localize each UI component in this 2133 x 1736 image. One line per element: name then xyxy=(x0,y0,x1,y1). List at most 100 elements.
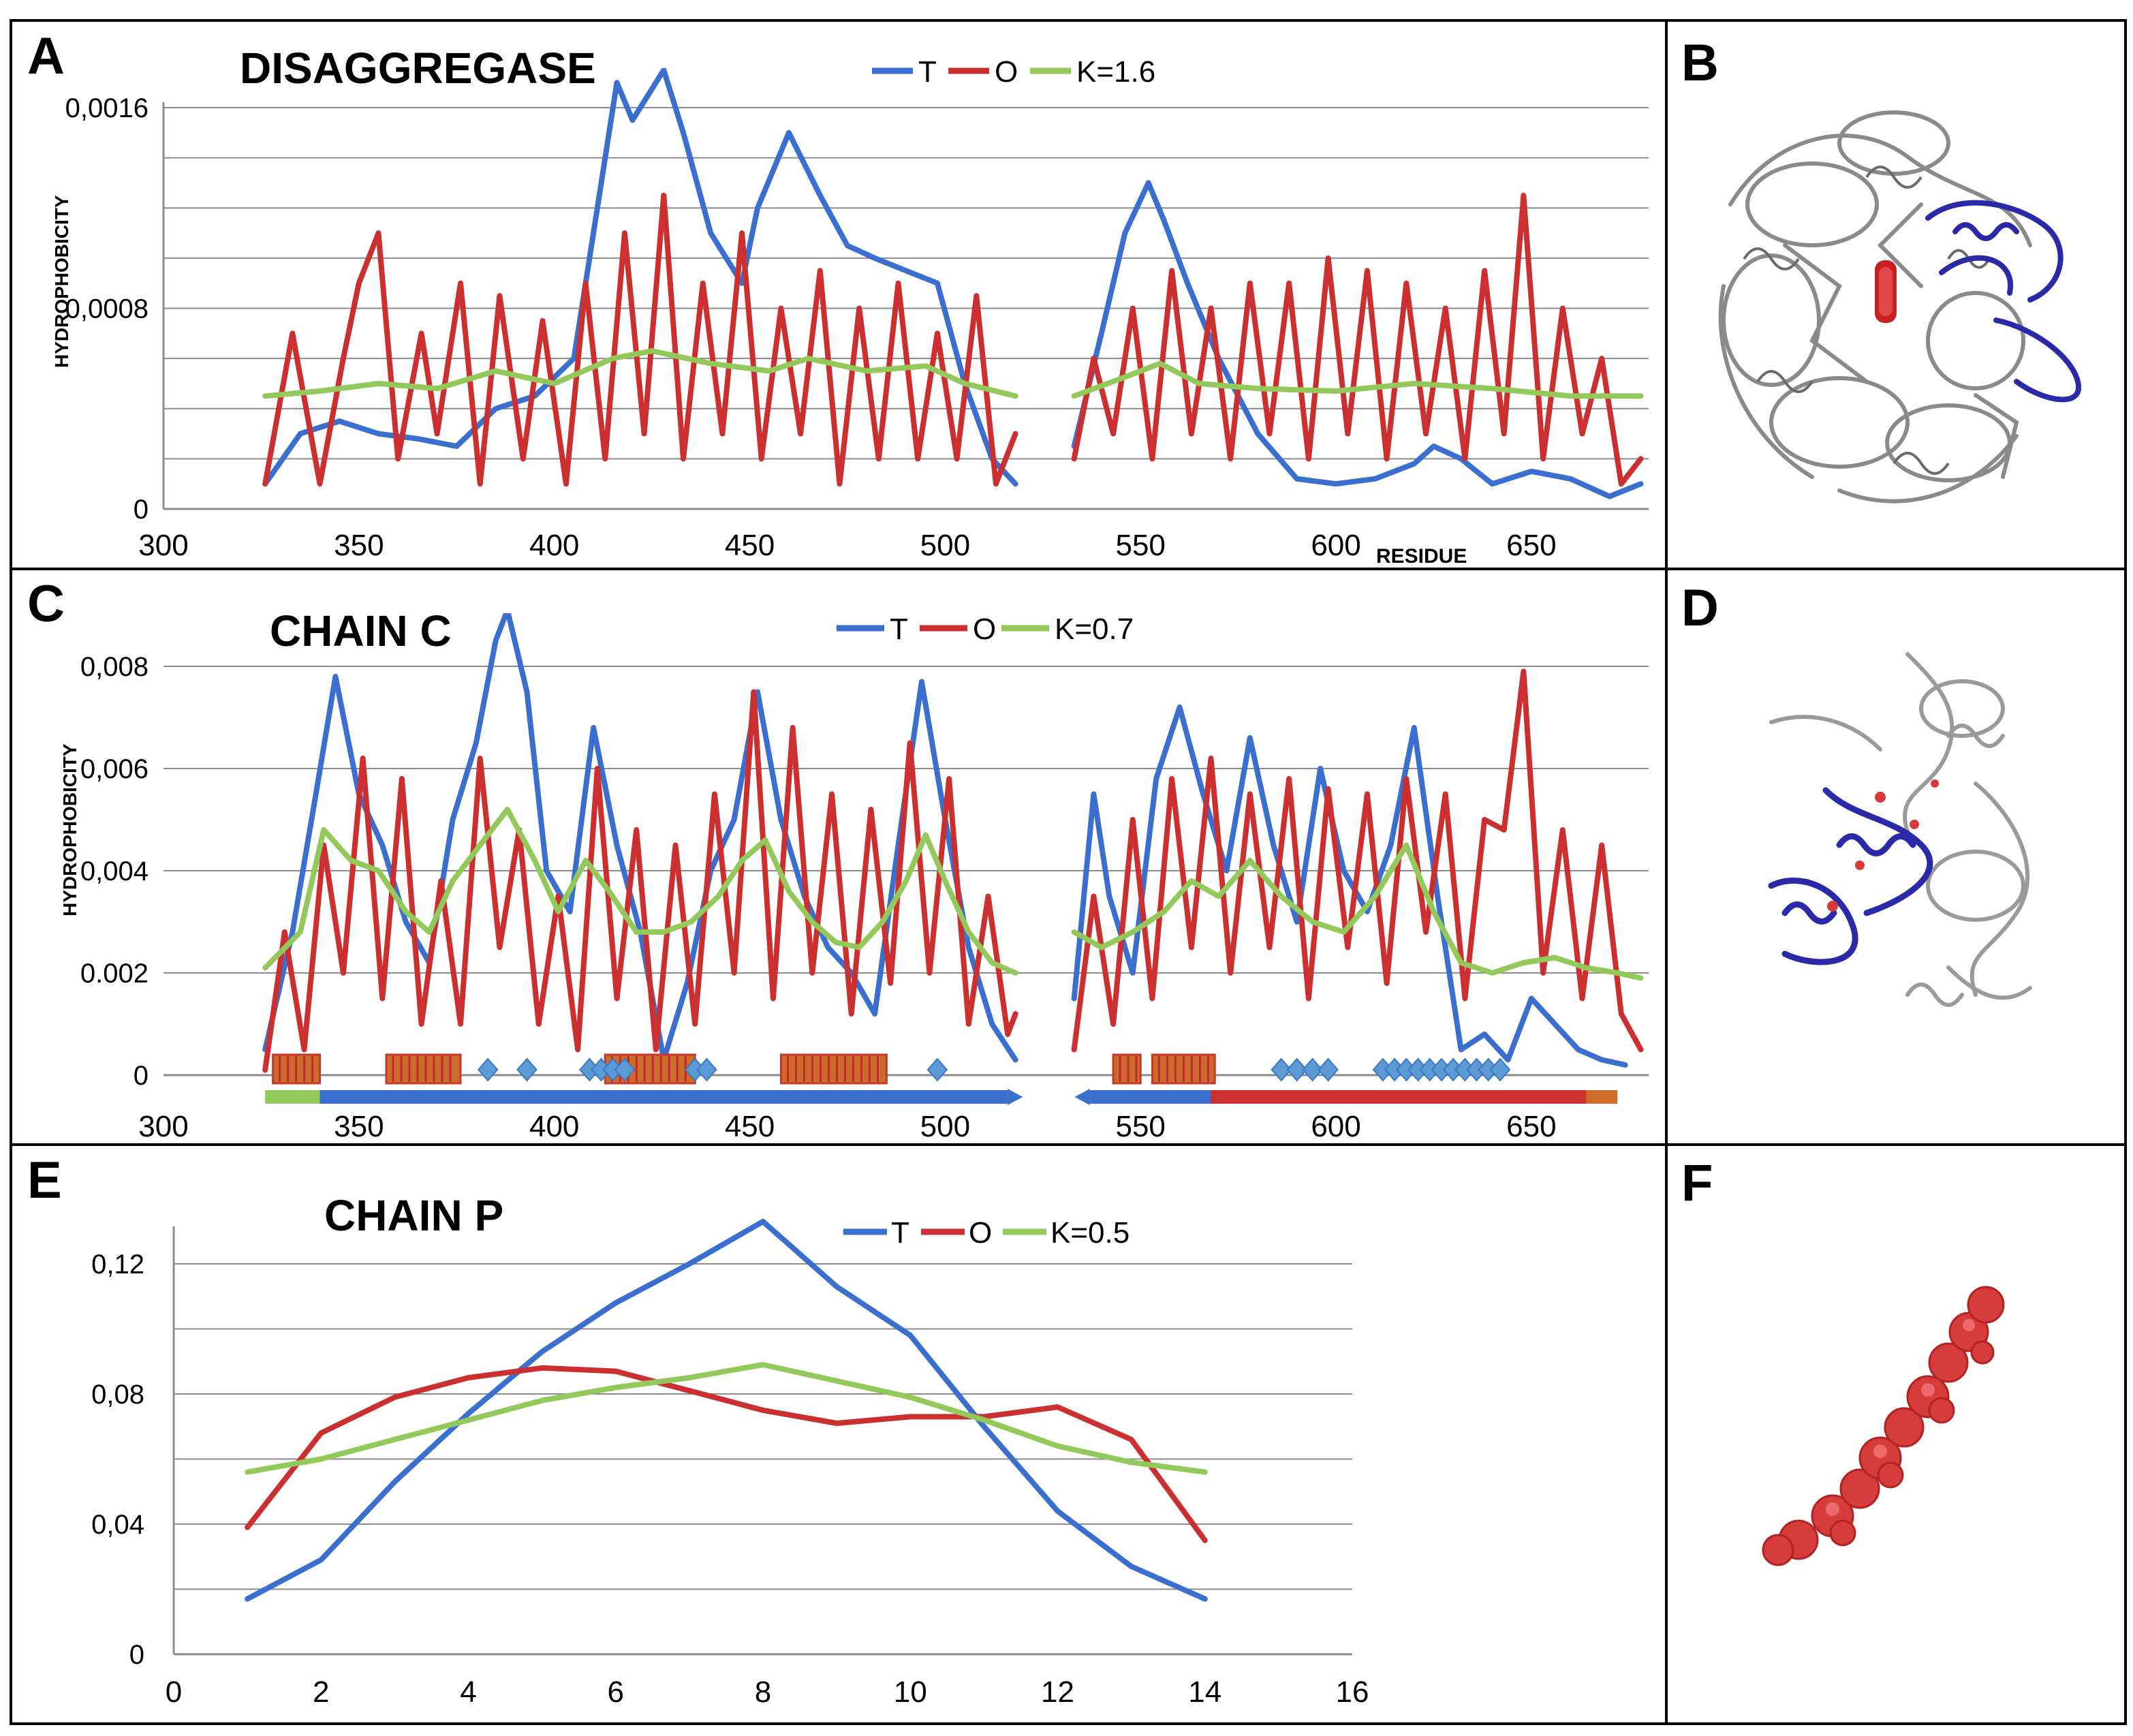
chart-a-series-k-line xyxy=(1071,360,1644,399)
chart-e-xtick-label: 16 xyxy=(1336,1675,1369,1709)
chart-c-yticks: 0 0.002 0,004 0,006 0,008 xyxy=(80,652,149,1091)
panel-letter-a: A xyxy=(27,27,65,85)
chart-c-ytick-label: 0 xyxy=(134,1061,149,1091)
hexamer-detail xyxy=(1743,166,1991,475)
chart-c-markers xyxy=(272,1053,1511,1085)
chart-e-ytick-label: 0,08 xyxy=(91,1380,144,1410)
chart-c-legend-k: K=0.7 xyxy=(1055,613,1134,646)
chart-e-xticks: 0 2 4 6 8 10 12 14 16 xyxy=(166,1675,1369,1709)
chart-c-legend-t: T xyxy=(890,613,908,646)
chart-a-legend-o: O xyxy=(995,55,1018,89)
chart-c-y-label: HYDROPHOBICITY xyxy=(59,743,80,916)
chart-c-legend-o: O xyxy=(973,613,996,646)
chart-a-y-label: HYDROPHOBICITY xyxy=(51,195,72,368)
chain-c-strand-diamond xyxy=(516,1057,538,1082)
chart-c-series-o-points xyxy=(265,671,1641,1070)
chart-a-title: DISAGGREGASE xyxy=(240,44,596,93)
chart-a-xtick-label: 350 xyxy=(334,529,384,562)
panel-letter-d: D xyxy=(1681,579,1719,637)
chart-c-xticks: 300 350 400 450 500 550 600 650 xyxy=(138,1110,1556,1143)
chart-a-xtick-label: 500 xyxy=(920,529,970,562)
chain-c-bar-arrow-right xyxy=(1008,1089,1023,1105)
chart-a-series xyxy=(262,68,1644,499)
chain-c-strand-diamond xyxy=(696,1057,717,1082)
chart-e-legend-k: K=0.5 xyxy=(1050,1216,1130,1250)
chart-a-series-o-line xyxy=(262,192,1018,487)
chart-c-xtick-label: 400 xyxy=(529,1110,579,1143)
panel-borders xyxy=(10,19,2127,1725)
chart-e-series-k-line xyxy=(245,1362,1208,1475)
chain-c-strand-diamond xyxy=(927,1057,948,1082)
panel-letter-e: E xyxy=(27,1151,62,1209)
chart-a-xticks: 300 350 400 450 500 550 600 650 xyxy=(138,529,1556,562)
chart-c-xtick-label: 650 xyxy=(1506,1110,1556,1143)
chain-c-bar-end-cap xyxy=(1586,1090,1618,1104)
chart-a-xtick-label: 400 xyxy=(529,529,579,562)
chart-c: 0 0.002 0,004 0,006 0,008 300 350 400 450 500 550… xyxy=(59,606,1649,1143)
chart-a-grid xyxy=(164,107,1649,460)
chart-e-series-k-points xyxy=(247,1364,1205,1472)
chart-c-bar xyxy=(265,1089,1618,1105)
chart-e-legend-t: T xyxy=(891,1216,909,1250)
chart-a-legend: T O K=1.6 xyxy=(872,55,1155,89)
chart-a-series-o-points xyxy=(265,195,1641,484)
chart-e-series-o-points xyxy=(247,1367,1205,1540)
chart-e-ytick-label: 0,04 xyxy=(91,1510,144,1540)
protein-structure-b xyxy=(1718,110,2082,503)
chart-e-xtick-label: 2 xyxy=(313,1675,329,1709)
chart-e-series xyxy=(245,1218,1208,1602)
chart-e-xtick-label: 12 xyxy=(1041,1675,1074,1709)
hexamer-ring xyxy=(1718,110,2032,503)
chart-e-series-o-line xyxy=(245,1365,1208,1543)
panel-letter-f: F xyxy=(1681,1154,1713,1212)
chart-a-ytick-label: 0,0016 xyxy=(65,93,149,123)
chain-c-sequence-bar-segment xyxy=(265,1090,320,1104)
hexamer-chain-blue xyxy=(1925,200,2082,403)
chart-c-title: CHAIN C xyxy=(270,606,452,655)
chart-c-series-t-line xyxy=(1071,704,1628,1068)
chart-e: 0 0,04 0,08 0,12 0 2 4 6 8 10 12 14 16 CHAIN P T O … xyxy=(91,1191,1369,1709)
chart-e-xtick-label: 0 xyxy=(166,1675,182,1709)
chart-c-xtick-label: 600 xyxy=(1311,1110,1360,1143)
chart-e-xtick-label: 10 xyxy=(894,1675,927,1709)
chart-c-legend: T O K=0.7 xyxy=(837,613,1134,646)
chart-e-series-t-line xyxy=(245,1218,1208,1602)
chart-c-xtick-label: 300 xyxy=(138,1110,188,1143)
chart-c-series-t-points xyxy=(265,640,1625,1066)
chart-c-ytick-label: 0,004 xyxy=(80,856,149,886)
chart-c-series-k-points xyxy=(265,809,1641,978)
chart-c-xtick-label: 450 xyxy=(725,1110,775,1143)
chain-c-strand-diamond xyxy=(1318,1057,1339,1082)
chart-e-series-t-points xyxy=(247,1221,1205,1599)
chain-c-strand-diamond xyxy=(1489,1057,1511,1082)
chart-e-yticks: 0 0,04 0,08 0,12 xyxy=(91,1250,144,1670)
chart-e-title: CHAIN P xyxy=(324,1191,503,1240)
chart-a-series-k-points xyxy=(265,351,1641,397)
chart-a-xtick-label: 650 xyxy=(1506,529,1556,562)
chart-c-xtick-label: 500 xyxy=(920,1110,970,1143)
chain-c-helix-block xyxy=(385,1053,462,1085)
chart-e-legend: T O K=0.5 xyxy=(843,1216,1130,1250)
chain-c-strand-diamond xyxy=(1302,1057,1323,1082)
chart-a-yticks: 0 0,0008 0,0016 xyxy=(65,93,149,525)
protein-structure-d xyxy=(1768,652,2032,1007)
chain-c-strand-diamond xyxy=(1286,1057,1308,1082)
chart-a-series-t-line xyxy=(262,68,1018,487)
panel-letter-c: C xyxy=(27,575,65,633)
chart-e-ytick-label: 0 xyxy=(129,1640,144,1670)
chart-e-xtick-label: 4 xyxy=(460,1675,476,1709)
chain-c-strand-diamond xyxy=(1271,1057,1292,1082)
panel-letter-b: B xyxy=(1681,34,1719,92)
chart-c-series xyxy=(262,613,1644,1073)
chart-e-xtick-label: 6 xyxy=(608,1675,624,1709)
chain-c-sequence-bar-segment xyxy=(320,1090,1008,1104)
chart-a-xtick-label: 450 xyxy=(725,529,775,562)
chart-c-series-k-line xyxy=(1071,842,1644,981)
chart-a: 0 0,0008 0,0016 300 350 400 450 500 550 600 650 D… xyxy=(51,44,1649,568)
peptide-structure-f xyxy=(1762,1286,2005,1566)
chart-e-xtick-label: 8 xyxy=(755,1675,771,1709)
chain-c-strand-diamond xyxy=(614,1057,636,1082)
chart-e-ytick-label: 0,12 xyxy=(91,1250,144,1280)
chart-c-ytick-label: 0,006 xyxy=(80,754,149,784)
chart-e-legend-o: O xyxy=(969,1216,992,1250)
